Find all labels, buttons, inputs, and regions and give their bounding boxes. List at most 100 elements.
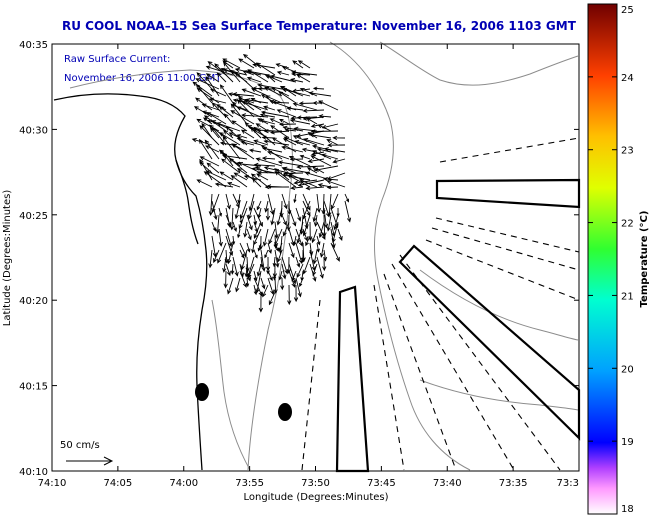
current-vector <box>274 242 279 252</box>
current-vector <box>263 105 276 111</box>
current-vector <box>273 235 278 250</box>
current-vector <box>267 242 272 255</box>
current-vector <box>319 242 325 258</box>
current-vector <box>302 108 325 113</box>
current-vector <box>201 103 220 111</box>
x-axis: 74:10 74:05 74:00 73:55 73:50 73:45 73:40 73:35… <box>38 44 580 489</box>
current-vector <box>237 228 241 239</box>
current-vector <box>229 207 235 231</box>
current-vector <box>261 156 276 161</box>
current-vector <box>278 118 290 125</box>
current-vector <box>264 249 269 259</box>
current-vector <box>290 185 304 191</box>
current-vector <box>232 256 239 277</box>
current-vector <box>239 214 243 225</box>
survey-dashed-line <box>425 239 580 301</box>
current-vector <box>228 158 248 174</box>
current-vector <box>230 174 248 188</box>
station-marker <box>278 403 292 421</box>
current-vector <box>211 221 217 232</box>
current-vector <box>255 123 269 132</box>
current-vector <box>272 270 277 281</box>
current-vector <box>326 180 346 188</box>
current-vector <box>344 200 352 223</box>
survey-dashed-line <box>383 273 457 471</box>
current-vector <box>323 147 346 153</box>
y-tick-label: 40:15 <box>19 382 48 393</box>
survey-dashed-line <box>435 217 580 253</box>
current-vector <box>216 72 227 83</box>
current-vector <box>245 98 269 104</box>
current-vector <box>310 155 332 167</box>
y-axis-label: Latitude (Degrees:Minutes) <box>2 190 13 327</box>
current-vector <box>293 193 297 204</box>
current-vector <box>283 171 304 176</box>
colorbar-tick-label: 22 <box>621 219 634 230</box>
current-vector <box>308 91 332 97</box>
current-vector <box>295 277 302 298</box>
x-tick-label: 73:3 <box>557 478 579 489</box>
current-vector <box>303 138 325 146</box>
current-vector <box>210 88 227 97</box>
colorbar-tick-label: 19 <box>621 437 634 448</box>
current-vector <box>253 162 276 168</box>
current-vector <box>237 96 262 111</box>
current-vector <box>205 145 220 153</box>
current-vector <box>288 228 295 247</box>
current-vector <box>330 228 336 249</box>
current-vector <box>309 242 314 257</box>
current-vector <box>239 242 247 258</box>
current-vector <box>223 113 234 125</box>
current-vector <box>223 270 228 289</box>
annotation-line-2: November 16, 2006 11:00 GMT <box>64 73 222 84</box>
current-vector <box>247 69 269 83</box>
current-vector <box>255 157 283 167</box>
current-vector <box>302 214 311 237</box>
current-vector <box>292 102 318 111</box>
current-vector <box>274 171 297 188</box>
current-vector <box>286 106 304 111</box>
current-vector <box>232 221 237 232</box>
coastline-bay <box>53 93 207 251</box>
current-vector <box>270 207 276 226</box>
bathymetry-contours <box>69 41 579 471</box>
colorbar-ticks: 18 19 20 21 22 23 24 25 <box>588 3 634 515</box>
current-vector <box>246 214 253 231</box>
current-vector <box>306 167 318 174</box>
current-vector <box>231 143 255 160</box>
current-vector <box>208 249 213 269</box>
current-vector <box>316 193 321 214</box>
current-vector <box>276 207 283 226</box>
current-vector <box>279 122 297 127</box>
current-vector <box>203 171 227 188</box>
current-vector <box>234 200 241 220</box>
current-vector <box>267 193 275 216</box>
current-vector <box>239 249 245 259</box>
current-vector <box>281 214 287 226</box>
y-tick-label: 40:35 <box>19 40 48 51</box>
current-vector <box>257 207 262 219</box>
colorbar-tick-label: 21 <box>621 291 634 302</box>
survey-dashed-line <box>391 263 515 471</box>
current-vector <box>332 158 346 164</box>
current-vector <box>280 277 285 291</box>
current-vector <box>225 263 231 277</box>
current-vector <box>276 109 297 118</box>
current-vector <box>235 277 241 293</box>
current-vector <box>218 228 223 247</box>
y-tick-label: 40:10 <box>19 467 48 478</box>
current-vector <box>221 158 241 174</box>
y-tick-label: 40:30 <box>19 125 48 136</box>
current-vector <box>246 242 251 253</box>
current-vector <box>327 193 332 217</box>
survey-dashed-line <box>301 299 321 471</box>
current-vector <box>253 270 258 282</box>
current-vector <box>251 166 276 174</box>
current-vector <box>246 76 262 83</box>
current-vector <box>240 129 255 139</box>
current-vector <box>311 228 318 244</box>
current-vector <box>226 181 241 188</box>
current-vector <box>211 102 227 118</box>
current-vector <box>219 171 234 181</box>
current-vector <box>276 70 290 76</box>
